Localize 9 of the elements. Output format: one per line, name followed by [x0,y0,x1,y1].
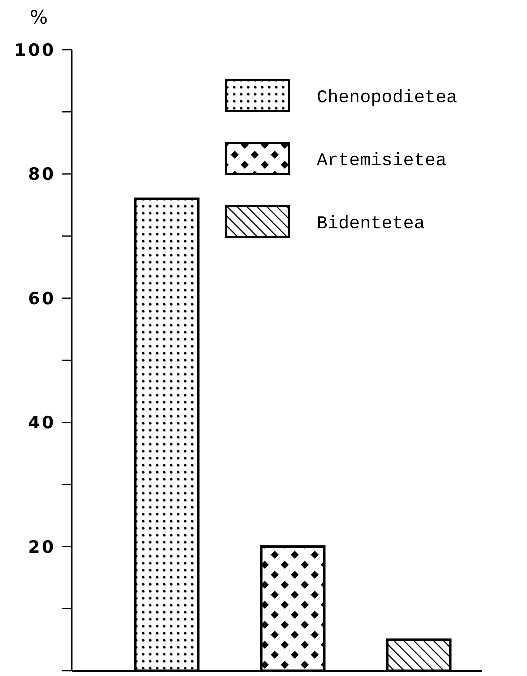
legend-label: Chenopodietea [317,88,458,108]
y-tick-label: 20 [28,538,56,558]
y-tick-label: 40 [28,414,56,434]
y-tick-label: 60 [28,289,56,310]
legend-label: Artemisietea [317,151,447,172]
legend-label: Bidentetea [317,214,426,234]
y-tick-label: 100 [14,40,56,61]
y-axis-title: % [30,7,48,29]
y-tick-label: 80 [28,165,56,186]
